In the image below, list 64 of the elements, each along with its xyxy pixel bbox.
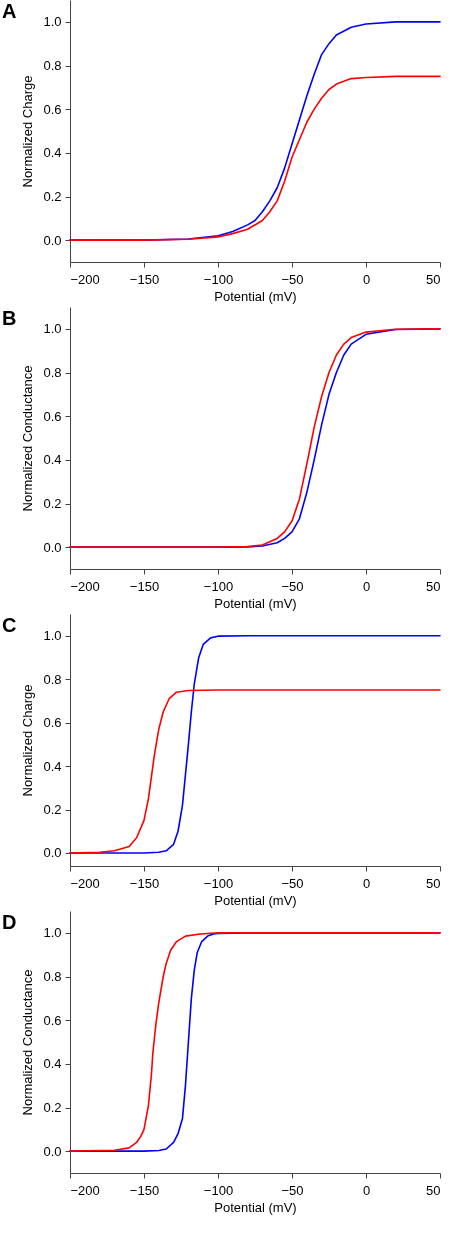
x-tick-label: 50 xyxy=(426,875,441,891)
y-tick-label: 0.6 xyxy=(43,715,62,731)
x-tick-label: −150 xyxy=(129,271,160,287)
x-axis-title: Potential (mV) xyxy=(214,1199,297,1215)
x-tick-label: −150 xyxy=(129,875,160,891)
y-tick-label: 1.0 xyxy=(43,925,62,941)
x-tick-label: −50 xyxy=(281,1182,304,1198)
y-tick-label: 0.2 xyxy=(43,1100,62,1115)
x-tick-label: 50 xyxy=(426,578,441,594)
x-tick-label: −50 xyxy=(281,271,304,287)
x-tick-label: −50 xyxy=(281,875,304,891)
x-tick-label: −50 xyxy=(281,578,304,594)
chart-title: D xyxy=(2,911,17,933)
x-tick-label: 50 xyxy=(426,1182,441,1198)
y-tick-label: 0.6 xyxy=(43,101,62,117)
x-tick-label: −200 xyxy=(70,875,100,891)
line-series xyxy=(69,328,441,548)
y-tick-label: 0.2 xyxy=(43,496,62,511)
y-tick-label: 1.0 xyxy=(43,628,62,644)
x-tick-label: 0 xyxy=(362,271,371,287)
y-tick-label: 1.0 xyxy=(43,14,62,30)
line-series xyxy=(69,932,441,1152)
x-axis-title: Potential (mV) xyxy=(214,595,297,611)
line-series xyxy=(69,75,441,241)
y-tick-label: 0.0 xyxy=(43,539,62,555)
y-tick-label: 0.4 xyxy=(43,1056,62,1072)
line-series xyxy=(69,689,441,854)
y-tick-label: 0.6 xyxy=(43,408,62,424)
y-tick-label: 0.0 xyxy=(43,845,62,861)
x-tick-label: 0 xyxy=(362,1182,371,1198)
y-tick-label: 0.0 xyxy=(43,1143,62,1159)
chart-title: A xyxy=(2,0,17,22)
x-tick-label: −100 xyxy=(203,271,234,287)
y-axis-title: Normalized Charge xyxy=(20,684,36,797)
y-tick-label: 0.6 xyxy=(43,1012,62,1028)
y-tick-label: 0.8 xyxy=(43,58,62,73)
y-tick-label: 0.0 xyxy=(43,232,62,248)
y-tick-label: 0.4 xyxy=(43,758,62,774)
y-tick-label: 0.2 xyxy=(43,802,62,818)
y-axis-title: Normalized Charge xyxy=(20,75,36,188)
y-tick-label: 0.8 xyxy=(43,365,62,380)
x-tick-label: −100 xyxy=(203,578,234,594)
x-tick-label: −150 xyxy=(129,578,160,594)
x-tick-label: −100 xyxy=(203,875,234,891)
y-tick-label: 0.8 xyxy=(43,969,62,984)
chart-title: B xyxy=(2,307,17,329)
x-tick-label: 0 xyxy=(362,875,371,891)
x-tick-label: −200 xyxy=(70,1182,100,1198)
x-tick-label: −200 xyxy=(70,271,100,287)
x-tick-label: −100 xyxy=(203,1182,234,1198)
y-axis-title: Normalized Conductance xyxy=(20,365,36,512)
x-tick-label: 0 xyxy=(362,578,371,594)
y-tick-label: 0.4 xyxy=(43,452,62,468)
y-tick-label: 0.4 xyxy=(43,145,62,161)
x-axis-title: Potential (mV) xyxy=(214,892,297,908)
x-tick-label: −150 xyxy=(129,1182,160,1198)
x-tick-label: −200 xyxy=(70,578,100,594)
x-axis-title: Potential (mV) xyxy=(214,288,297,304)
chart-title: C xyxy=(2,614,17,636)
y-tick-label: 0.2 xyxy=(43,189,62,204)
y-axis-title: Normalized Conductance xyxy=(20,969,36,1116)
y-tick-label: 0.8 xyxy=(43,671,62,687)
y-tick-label: 1.0 xyxy=(43,321,62,337)
x-tick-label: 50 xyxy=(426,271,441,287)
